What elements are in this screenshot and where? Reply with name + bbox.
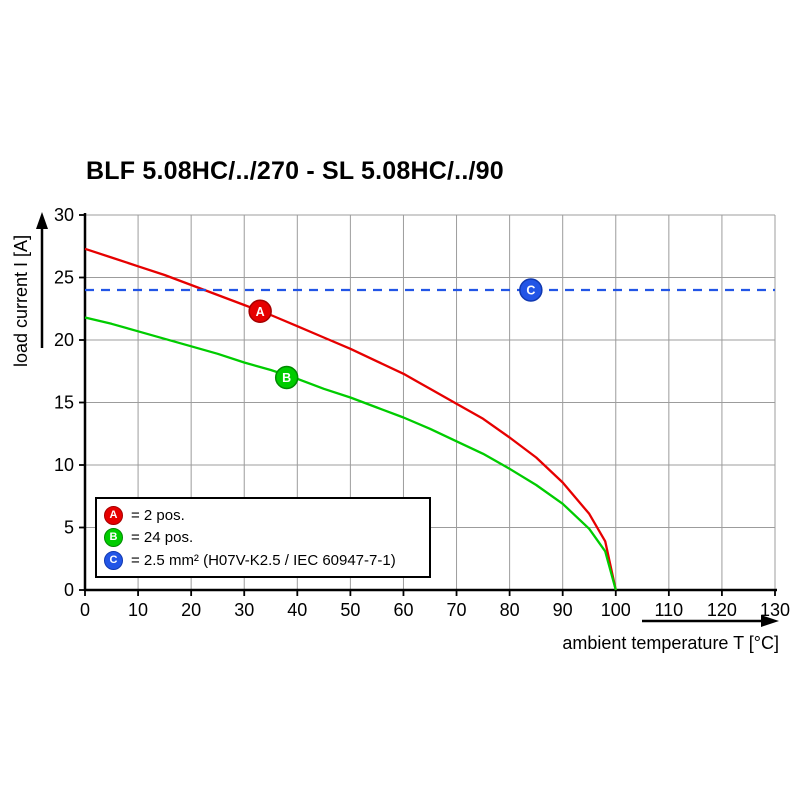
curve-marker-c-icon	[519, 278, 543, 302]
x-axis-arrow-icon	[761, 615, 779, 627]
y-tick-label: 25	[54, 268, 74, 288]
legend-label-b: = 24 pos.	[131, 529, 194, 546]
x-tick-label: 50	[340, 600, 360, 620]
x-tick-label: 60	[393, 600, 413, 620]
y-axis-label: load current I [A]	[11, 235, 31, 367]
legend-marker-b-icon: B	[104, 528, 123, 547]
x-tick-label: 10	[128, 600, 148, 620]
y-tick-label: 15	[54, 393, 74, 413]
curve-a	[84, 247, 617, 591]
y-axis-arrow-icon	[36, 212, 48, 229]
x-tick-label: 80	[500, 600, 520, 620]
x-tick-label: 70	[447, 600, 467, 620]
legend-label-c: = 2.5 mm² (H07V-K2.5 / IEC 60947-7-1)	[131, 551, 396, 569]
curve-b	[84, 316, 617, 591]
legend-marker-a-icon: A	[104, 505, 123, 525]
x-tick-label: 0	[80, 600, 90, 620]
curve-marker-a-icon	[248, 299, 272, 323]
x-tick-label: 20	[181, 600, 201, 620]
x-tick-label: 30	[234, 600, 254, 620]
curve-marker-b-letter: B	[282, 371, 291, 385]
x-tick-label: 110	[654, 600, 683, 620]
legend-item-a: A = 2 pos.	[104, 505, 422, 525]
legend-marker-c-icon: C	[104, 550, 123, 570]
x-tick-label: 120	[707, 600, 737, 620]
x-tick-label: 90	[553, 600, 573, 620]
y-tick-label: 5	[64, 518, 74, 538]
y-tick-label: 10	[54, 455, 74, 475]
legend: A = 2 pos. B = 24 pos. C = 2.5 mm² (H07V…	[95, 497, 431, 578]
x-tick-label: 40	[287, 600, 307, 620]
legend-item-b: B = 24 pos.	[104, 528, 422, 547]
curve-marker-c-letter: C	[526, 284, 535, 298]
x-tick-label: 100	[601, 600, 631, 620]
x-tick-label: 130	[760, 600, 790, 620]
legend-label-a: = 2 pos.	[131, 506, 185, 524]
x-axis-label: ambient temperature T [°C]	[562, 633, 779, 653]
chart-title: BLF 5.08HC/../270 - SL 5.08HC/../90	[86, 157, 504, 185]
y-tick-label: 30	[54, 205, 74, 225]
curve-marker-a-letter: A	[256, 305, 265, 319]
legend-item-c: C = 2.5 mm² (H07V-K2.5 / IEC 60947-7-1)	[104, 550, 422, 570]
curve-marker-b-icon	[274, 365, 299, 390]
y-tick-label: 20	[54, 330, 74, 350]
y-tick-label: 0	[64, 580, 74, 600]
